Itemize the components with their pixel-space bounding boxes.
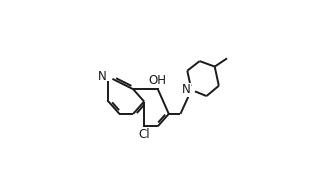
Text: N: N <box>181 83 190 96</box>
Text: N: N <box>98 70 107 83</box>
Text: Cl: Cl <box>138 128 150 141</box>
Text: OH: OH <box>149 74 167 87</box>
